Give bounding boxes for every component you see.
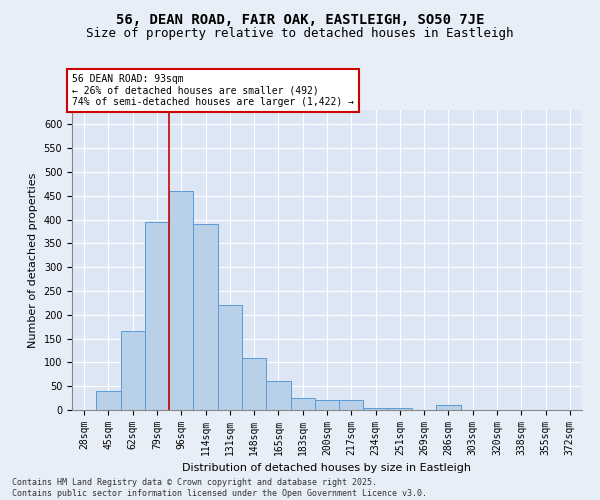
Bar: [266, 382, 290, 410]
Bar: [242, 358, 266, 410]
Text: 56 DEAN ROAD: 93sqm
← 26% of detached houses are smaller (492)
74% of semi-detac: 56 DEAN ROAD: 93sqm ← 26% of detached ho…: [72, 74, 354, 107]
Text: Size of property relative to detached houses in Eastleigh: Size of property relative to detached ho…: [86, 28, 514, 40]
Bar: [364, 408, 388, 410]
Bar: [193, 224, 218, 410]
Bar: [436, 405, 461, 410]
Text: Contains HM Land Registry data © Crown copyright and database right 2025.
Contai: Contains HM Land Registry data © Crown c…: [12, 478, 427, 498]
Bar: [145, 222, 169, 410]
Bar: [290, 398, 315, 410]
Text: 56, DEAN ROAD, FAIR OAK, EASTLEIGH, SO50 7JE: 56, DEAN ROAD, FAIR OAK, EASTLEIGH, SO50…: [116, 12, 484, 26]
Bar: [218, 305, 242, 410]
X-axis label: Distribution of detached houses by size in Eastleigh: Distribution of detached houses by size …: [182, 464, 472, 473]
Bar: [315, 400, 339, 410]
Bar: [96, 391, 121, 410]
Y-axis label: Number of detached properties: Number of detached properties: [28, 172, 38, 348]
Bar: [169, 191, 193, 410]
Bar: [121, 332, 145, 410]
Bar: [339, 400, 364, 410]
Bar: [388, 408, 412, 410]
